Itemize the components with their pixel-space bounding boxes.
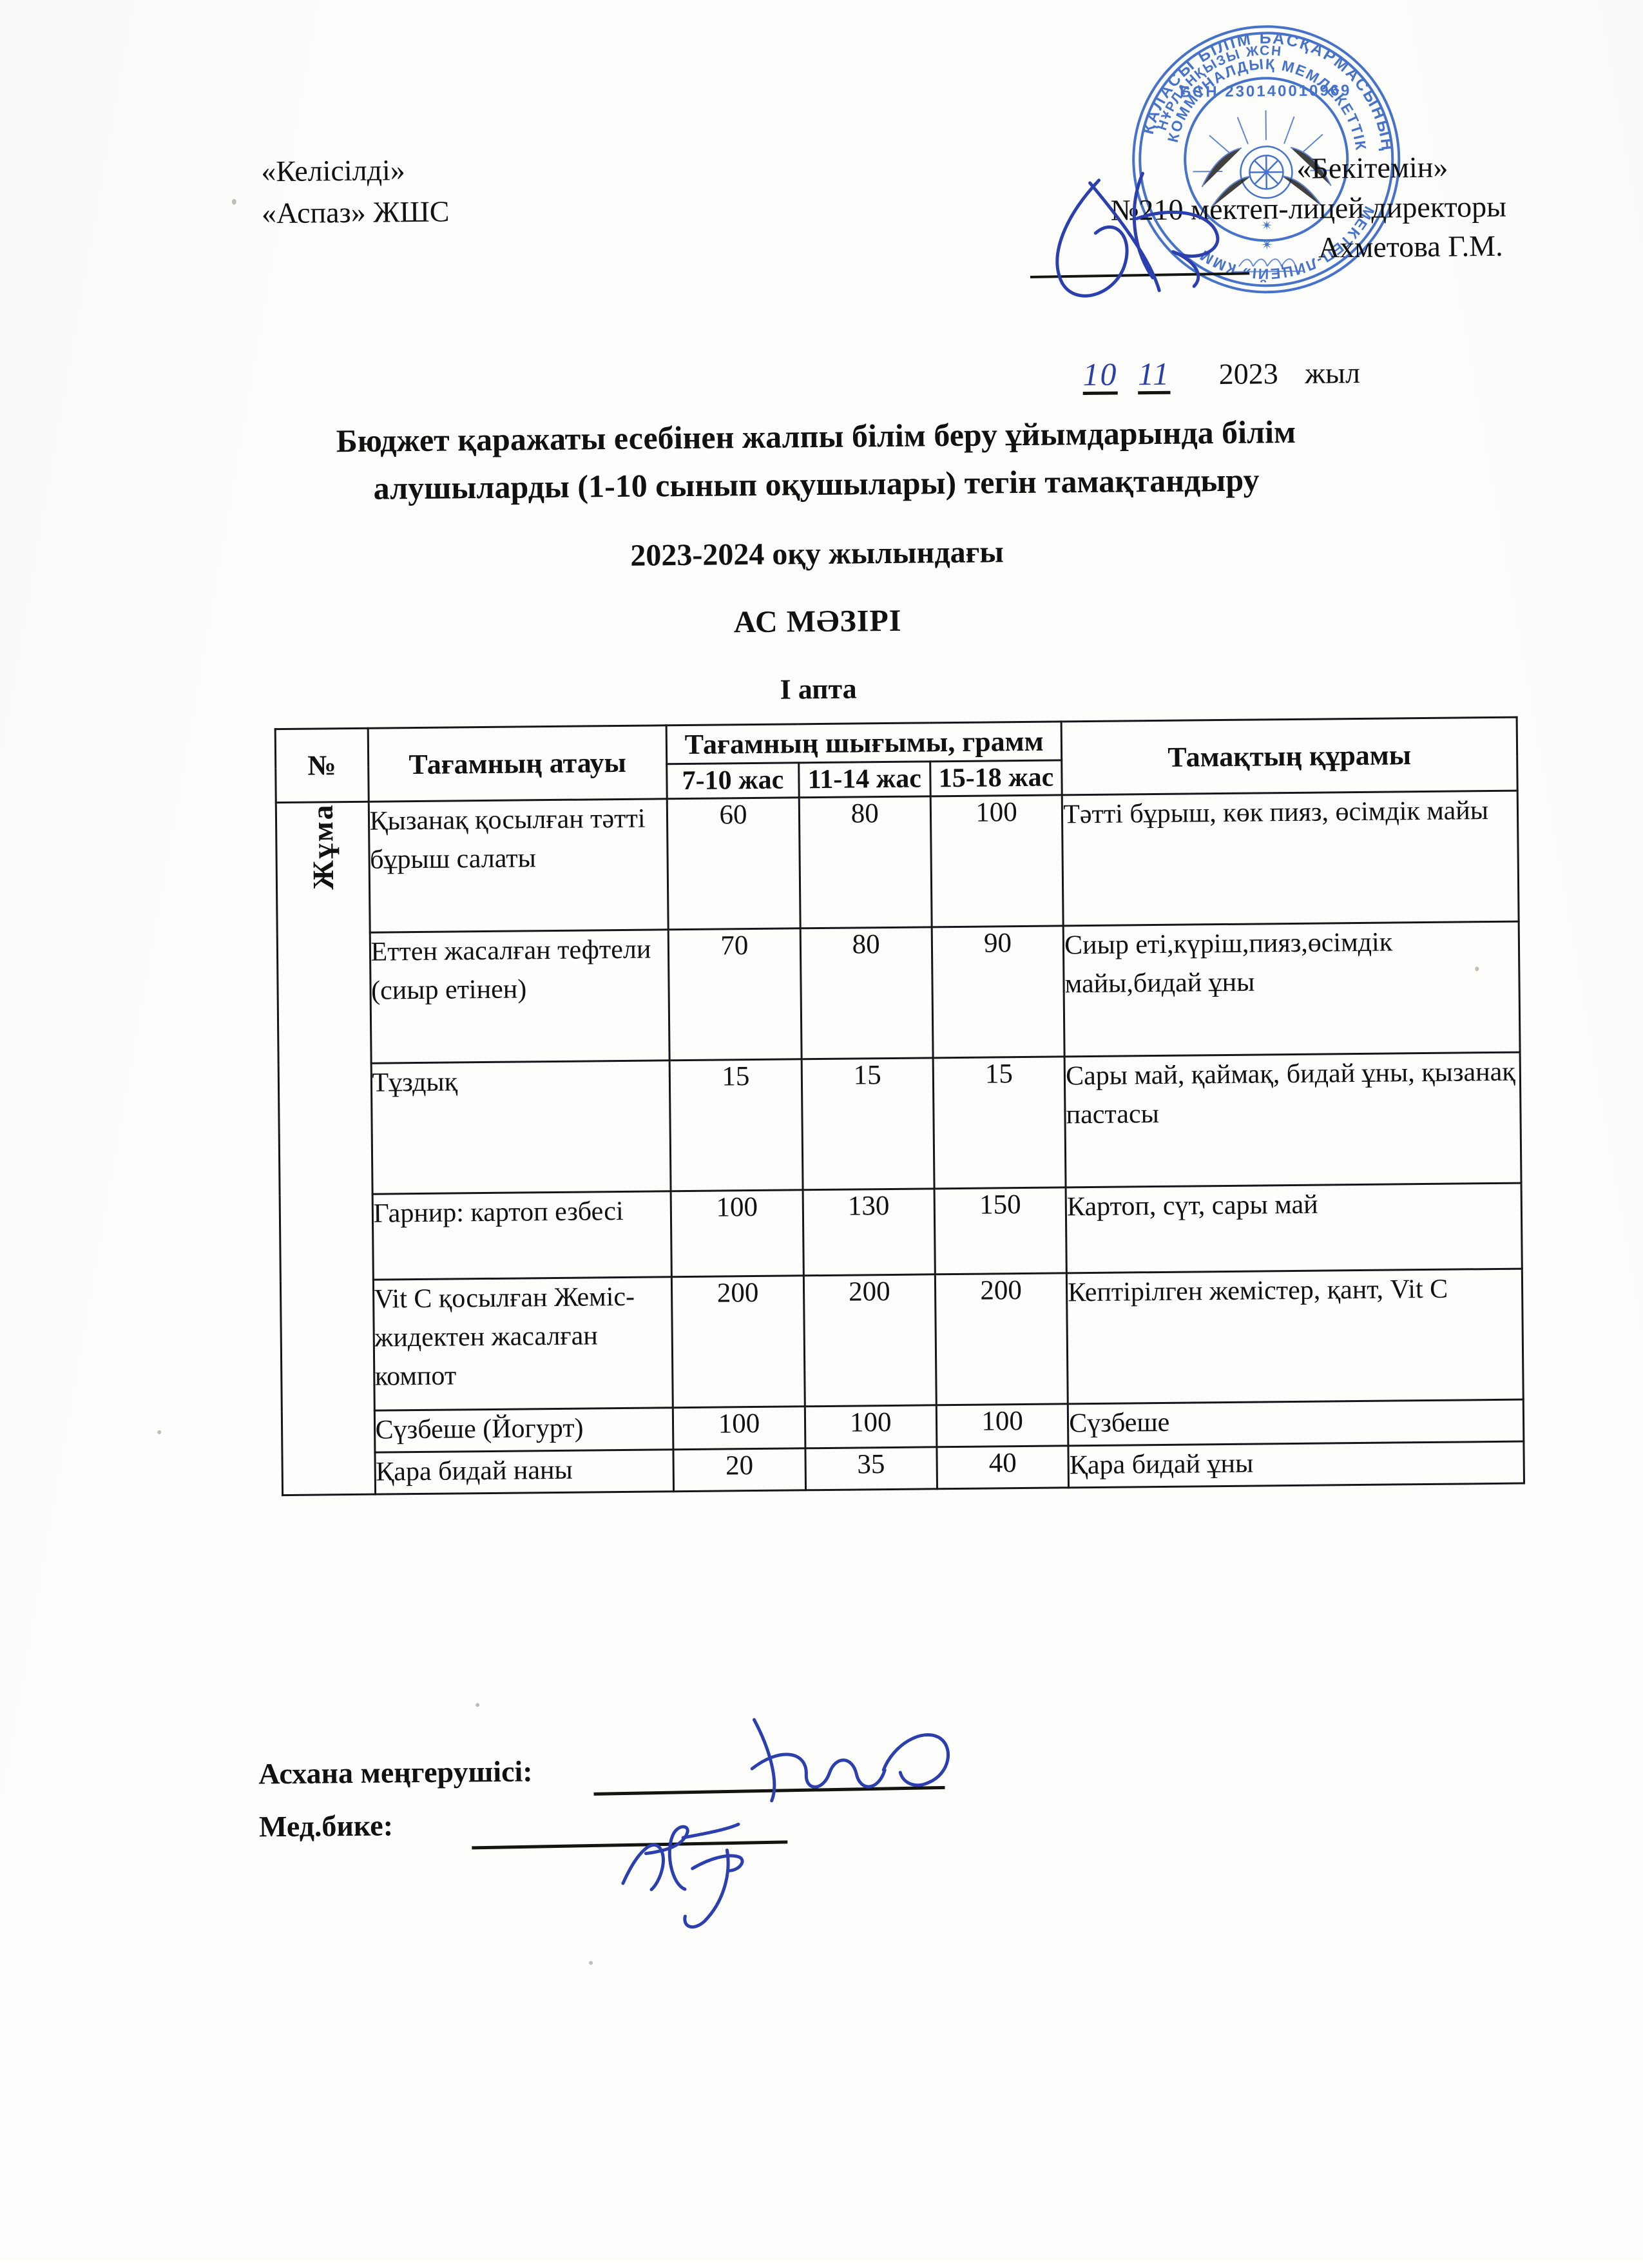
dish-ingredients: Сары май, қаймақ, бидай ұны, қызанақ пас… [1064, 1053, 1521, 1188]
scan-speck [476, 1703, 479, 1707]
svg-text:НҰРЛАНҚЫЗЫ ЖСН: НҰРЛАНҚЫЗЫ ЖСН [1154, 43, 1284, 132]
date-day: 10 [1076, 356, 1124, 392]
scan-speck [157, 1430, 161, 1434]
agreement-company: «Аспаз» ЖШС [262, 192, 450, 233]
dish-grams-11-14: 100 [805, 1405, 937, 1448]
menu-heading: АС МӘЗІРІ [0, 596, 1639, 647]
dish-grams-7-10: 200 [672, 1276, 805, 1408]
header-age-7-10: 7-10 жас [667, 763, 799, 799]
nurse-label: Мед.бике: [259, 1808, 393, 1843]
table-row: Еттен жасалған тефтели (сиыр етінен) 70 … [277, 922, 1520, 1064]
day-label: Жұма [305, 803, 340, 890]
dish-grams-15-18: 40 [937, 1446, 1069, 1489]
dish-name: Тұздық [371, 1061, 671, 1194]
dish-grams-11-14: 15 [802, 1058, 934, 1190]
dish-grams-15-18: 90 [932, 926, 1064, 1058]
dish-ingredients: Тәтті бұрыш, көк пияз, өсімдік майы [1062, 791, 1519, 927]
dish-grams-7-10: 15 [669, 1059, 802, 1191]
dish-grams-11-14: 200 [803, 1274, 936, 1407]
dish-grams-7-10: 100 [673, 1407, 805, 1450]
dish-grams-15-18: 100 [930, 795, 1063, 927]
academic-year: 2023-2024 оқу жылындағы [0, 528, 1638, 579]
signature-block: Асхана меңгерушісі: Мед.бике: [258, 1748, 1162, 1862]
table-row: Vit C қосылған Жеміс-жидектен жасалған к… [280, 1269, 1523, 1412]
dish-ingredients: Сүзбеше [1068, 1399, 1523, 1446]
director-signature-rule [1030, 272, 1249, 278]
dish-name: Еттен жасалған тефтели (сиыр етінен) [370, 930, 670, 1063]
dish-name: Сүзбеше (Йогурт) [374, 1408, 673, 1452]
dish-grams-11-14: 80 [799, 796, 932, 928]
week-label: I апта [0, 665, 1640, 713]
header-output-group: Тағамның шығымы, грамм [666, 722, 1061, 764]
agreement-word: «Келісілді» [261, 150, 449, 191]
scan-speck [232, 199, 236, 205]
header-age-11-14: 11-14 жас [798, 762, 930, 798]
svg-text:КОММУНАЛДЫҚ МЕМЛЕКЕТТІК МЕКЕМЕ: КОММУНАЛДЫҚ МЕМЛЕКЕТТІК МЕКЕМЕСІ [1119, 12, 1370, 160]
table-header-row-1: № Тағамның атауы Тағамның шығымы, грамм … [275, 717, 1517, 768]
scan-speck [589, 1961, 593, 1965]
table-row: Жұма Қызанақ қосылған тәтті бұрыш салаты… [276, 791, 1519, 934]
date-year-word: жыл [1305, 356, 1360, 390]
dish-name: Гарнир: картоп езбесі [372, 1191, 672, 1280]
table-row: Гарнир: картоп езбесі 100 130 150 Картоп… [280, 1184, 1522, 1281]
dish-grams-7-10: 20 [673, 1448, 805, 1492]
date-month: 11 [1131, 356, 1177, 392]
header-dish-name: Тағамның атауы [368, 726, 668, 802]
scan-speck [1475, 966, 1479, 971]
dish-ingredients: Кептірілген жемістер, қант, Vit C [1067, 1269, 1524, 1405]
nurse-signature [601, 1811, 821, 1942]
approval-word: «Бекітемін» [977, 147, 1506, 191]
dish-grams-7-10: 70 [669, 928, 802, 1061]
header-ingredients: Тамақтың құрамы [1061, 717, 1517, 795]
dish-ingredients: Картоп, сүт, сары май [1066, 1184, 1522, 1274]
document-title: Бюджет қаражаты есебінен жалпы білім бер… [262, 407, 1370, 514]
dish-grams-15-18: 100 [936, 1404, 1068, 1447]
svg-text:ҚАЛАСЫ БІЛІМ БАСҚАРМАСЫНЫҢ «№2: ҚАЛАСЫ БІЛІМ БАСҚАРМАСЫНЫҢ «№210 [1119, 12, 1396, 162]
title-block: Бюджет қаражаты есебінен жалпы білім бер… [0, 405, 1640, 713]
nurse-signature-row: Мед.бике: [259, 1801, 1162, 1862]
menu-table: № Тағамның атауы Тағамның шығымы, грамм … [274, 716, 1525, 1497]
menu-table-container: № Тағамның атауы Тағамның шығымы, грамм … [274, 716, 1525, 1497]
dish-grams-7-10: 60 [668, 798, 800, 930]
dish-grams-11-14: 130 [803, 1189, 936, 1276]
dish-grams-15-18: 200 [935, 1273, 1068, 1405]
dish-grams-11-14: 80 [800, 927, 933, 1059]
director-name: Ахметова Г.М. [978, 226, 1507, 271]
header-age-15-18: 15-18 жас [930, 760, 1062, 796]
dish-grams-11-14: 35 [805, 1447, 937, 1490]
chef-signature-rule [594, 1786, 945, 1796]
chef-label: Асхана меңгерушісі: [258, 1754, 533, 1791]
dish-grams-7-10: 100 [671, 1190, 803, 1277]
dish-grams-15-18: 15 [933, 1057, 1066, 1189]
svg-text:БСН 230140010969: БСН 230140010969 [1180, 82, 1352, 101]
date-year: 2023 [1218, 357, 1278, 390]
nurse-signature-rule [472, 1840, 787, 1849]
table-row: Тұздық 15 15 15 Сары май, қаймақ, бидай … [278, 1053, 1521, 1195]
day-cell: Жұма [276, 802, 375, 1495]
dish-ingredients: Сиыр еті,күріш,пияз,өсімдік майы,бидай ұ… [1063, 922, 1520, 1057]
chef-signature-row: Асхана меңгерушісі: [258, 1748, 1161, 1809]
dish-name: Қызанақ қосылған тәтті бұрыш салаты [369, 799, 669, 932]
approval-date: 10 11 2023 жыл [1076, 352, 1521, 394]
agreement-block: «Келісілді» «Аспаз» ЖШС [261, 150, 450, 235]
header-no: № [275, 728, 369, 803]
dish-ingredients: Қара бидай ұны [1068, 1441, 1524, 1488]
dish-name: Vit C қосылған Жеміс-жидектен жасалған к… [373, 1277, 673, 1410]
dish-name: Қара бидай наны [375, 1450, 674, 1494]
director-position: №210 мектеп-лицей директоры [978, 186, 1507, 231]
approval-block: «Бекітемін» №210 мектеп-лицей директоры … [977, 147, 1507, 271]
dish-grams-15-18: 150 [934, 1187, 1067, 1274]
